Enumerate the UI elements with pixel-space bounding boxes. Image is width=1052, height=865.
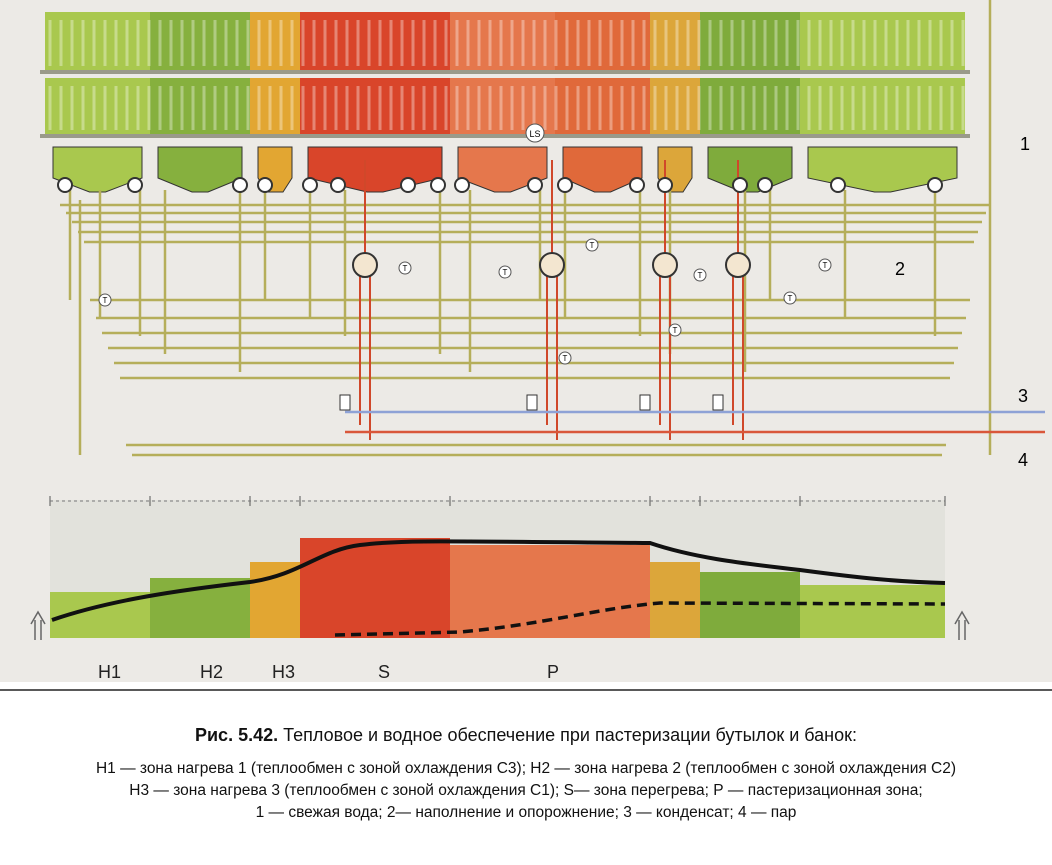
conveyor: [40, 70, 970, 74]
callout-2: 2: [895, 259, 905, 279]
bottle-zone: [150, 12, 250, 70]
bottle-zone: [45, 12, 150, 70]
callout-3: 3: [1018, 386, 1028, 406]
temp-sensor-label: T: [788, 294, 793, 303]
temp-sensor: [783, 291, 797, 305]
temp-sensor-label: T: [698, 271, 703, 280]
legend-line: 1 — свежая вода; 2— наполнение и опорожн…: [255, 804, 797, 821]
tank: [457, 146, 548, 193]
bottle-zone: [300, 12, 450, 70]
temp-sensor: [558, 351, 572, 365]
pump: [757, 177, 773, 193]
legend-line: Н1 — зона нагрева 1 (теплообмен с зоной …: [95, 760, 957, 777]
pump: [302, 177, 318, 193]
tank: [157, 146, 243, 193]
bottle-zone: [700, 12, 800, 70]
figure-number: Рис. 5.42.: [194, 725, 279, 745]
caption-title: Рис. 5.42. Тепловое и водное обеспечение…: [0, 725, 1052, 746]
product-temperature: [51, 539, 946, 622]
temp-sensor-label: T: [590, 241, 595, 250]
temp-sensor: [668, 323, 682, 337]
temp-sensor: [498, 265, 512, 279]
pump: [127, 177, 143, 193]
temp-sensor: [585, 238, 599, 252]
zone-bar: [800, 585, 945, 638]
level-switch: [525, 123, 545, 143]
conveyor: [40, 134, 970, 138]
bottle-zone: [250, 78, 300, 134]
pump: [232, 177, 248, 193]
legend-line: Н3 — зона нагрева 3 (теплообмен с зоной …: [129, 782, 923, 799]
flow-arrow: [30, 610, 46, 640]
pump: [400, 177, 416, 193]
level-switch-label: LS: [529, 129, 540, 139]
bottle-zone: [650, 78, 700, 134]
zone-label: S: [378, 662, 390, 682]
temp-sensor: [818, 258, 832, 272]
pump: [732, 177, 748, 193]
temp-sensor-label: T: [503, 268, 508, 277]
bottle-zone: [45, 78, 150, 134]
callout-1: 1: [1020, 134, 1030, 154]
zone-label: H1: [98, 662, 121, 682]
zone-label: H3: [272, 662, 295, 682]
tank: [52, 146, 143, 193]
valve-box: [712, 394, 724, 411]
heat-exchanger: [539, 252, 565, 278]
temp-sensor-label: T: [673, 326, 678, 335]
temp-sensor-label: T: [823, 261, 828, 270]
pump: [57, 177, 73, 193]
pump: [927, 177, 943, 193]
temp-sensor: [693, 268, 707, 282]
bottle-zone: [150, 78, 250, 134]
temp-sensor-label: T: [103, 296, 108, 305]
temp-sensor-label: T: [563, 354, 568, 363]
zone-bar: [450, 545, 650, 638]
pump: [557, 177, 573, 193]
temp-sensor: [398, 261, 412, 275]
pump: [629, 177, 645, 193]
zone-label: P: [547, 662, 559, 682]
bottle-zone: [450, 12, 555, 70]
zone-bar: [300, 538, 450, 638]
bottle-zone: [800, 78, 965, 134]
bottle-zone: [700, 78, 800, 134]
valve-box: [339, 394, 351, 411]
figure-title: Тепловое и водное обеспечение при пастер…: [283, 725, 857, 745]
zone-label: H2: [200, 662, 223, 682]
tank: [807, 146, 958, 193]
temp-sensor-label: T: [403, 264, 408, 273]
bottle-zone: [650, 12, 700, 70]
diagram-body: T T T T T T T T T: [30, 0, 1045, 640]
caption: Рис. 5.42. Тепловое и водное обеспечение…: [0, 725, 1052, 824]
bottle-zone: [555, 12, 650, 70]
zone-bar: [650, 562, 700, 638]
bottle-zone: [800, 12, 965, 70]
temp-sensor: [98, 293, 112, 307]
bottle-zone: [555, 78, 650, 134]
pump: [257, 177, 273, 193]
heat-exchanger: [652, 252, 678, 278]
pump: [454, 177, 470, 193]
bottle-zone: [250, 12, 300, 70]
pump: [830, 177, 846, 193]
bottle-zone: [300, 78, 450, 134]
zone-bar: [250, 562, 300, 638]
valve-box: [526, 394, 538, 411]
heat-exchanger: [725, 252, 751, 278]
pump: [657, 177, 673, 193]
pump: [330, 177, 346, 193]
flow-arrow: [954, 610, 970, 640]
valve-box: [639, 394, 651, 411]
pasteurizer-diagram: T T T T T T T T T 1 2 3 4 H1 H2 H3 S P LS: [0, 0, 1052, 691]
callout-4: 4: [1018, 450, 1028, 470]
heat-exchanger: [352, 252, 378, 278]
pump: [527, 177, 543, 193]
pasteurization-units: [334, 601, 946, 637]
pump: [430, 177, 446, 193]
